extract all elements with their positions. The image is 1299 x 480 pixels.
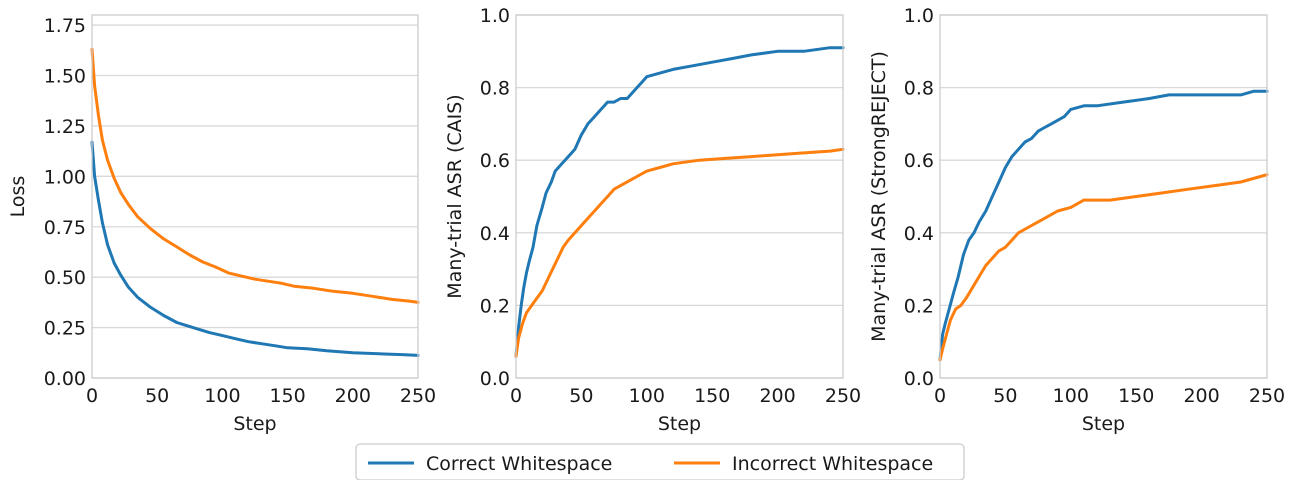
x-tick-label: 150 bbox=[269, 385, 305, 407]
series-line-incorrect bbox=[514, 147, 845, 358]
legend-label-correct: Correct Whitespace bbox=[426, 453, 612, 475]
legend-box bbox=[355, 443, 965, 480]
legend: Correct Whitespace Incorrect Whitespace bbox=[355, 443, 965, 480]
y-tick-label: 1.75 bbox=[44, 15, 86, 37]
x-tick-label: 0 bbox=[934, 385, 946, 407]
y-tick-label: 0.2 bbox=[480, 295, 510, 317]
series-line-incorrect bbox=[90, 47, 420, 304]
plot-frame bbox=[515, 14, 844, 379]
y-axis-label: Loss bbox=[7, 176, 29, 218]
series-line-correct bbox=[514, 46, 845, 358]
chart-panel-3: 0.0 0.2 0.4 0.6 0.8 1.0 0 50 100 150 200 250 Step Man… bbox=[868, 5, 1285, 435]
y-tick-label: 0.00 bbox=[44, 368, 86, 390]
x-axis-label: Step bbox=[1082, 413, 1125, 435]
y-tick-label: 0.8 bbox=[904, 78, 934, 100]
y-tick-label: 0.2 bbox=[904, 295, 934, 317]
y-tick-label: 1.25 bbox=[44, 116, 86, 138]
y-tick-label: 0.8 bbox=[480, 78, 510, 100]
y-tick-label: 0.25 bbox=[44, 318, 86, 340]
y-tick-label: 0.4 bbox=[480, 223, 510, 245]
series-line-incorrect bbox=[938, 173, 1269, 362]
y-tick-label: 1.00 bbox=[44, 166, 86, 188]
x-tick-label: 150 bbox=[694, 385, 730, 407]
plot-frame bbox=[939, 14, 1268, 379]
x-tick-label: 100 bbox=[629, 385, 665, 407]
y-tick-label: 0.6 bbox=[480, 150, 510, 172]
x-tick-label: 0 bbox=[86, 385, 98, 407]
y-axis-label: Many-trial ASR (CAIS) bbox=[444, 94, 466, 298]
x-tick-label: 250 bbox=[400, 385, 436, 407]
y-tick-label: 0.75 bbox=[44, 217, 86, 239]
x-tick-label: 0 bbox=[510, 385, 522, 407]
chart-panel-1: 0.00 0.25 0.50 0.75 1.00 1.25 1.50 1.75 0 50 100 15… bbox=[7, 14, 436, 435]
y-tick-label: 0.0 bbox=[480, 368, 510, 390]
y-tick-label: 0.0 bbox=[904, 368, 934, 390]
x-tick-label: 50 bbox=[145, 385, 169, 407]
y-tick-label: 1.50 bbox=[44, 66, 86, 88]
x-tick-label: 250 bbox=[1249, 385, 1285, 407]
x-tick-label: 200 bbox=[1183, 385, 1219, 407]
x-tick-label: 50 bbox=[993, 385, 1017, 407]
y-axis-label: Many-trial ASR (StrongREJECT) bbox=[868, 51, 890, 342]
y-tick-label: 1.0 bbox=[480, 5, 510, 27]
y-tick-label: 1.0 bbox=[904, 5, 934, 27]
x-axis-label: Step bbox=[233, 413, 276, 435]
plot-frame bbox=[91, 14, 419, 379]
x-axis-label: Step bbox=[658, 413, 701, 435]
x-tick-label: 50 bbox=[569, 385, 593, 407]
series-line-correct bbox=[90, 140, 420, 357]
x-tick-label: 200 bbox=[335, 385, 371, 407]
x-tick-label: 100 bbox=[1053, 385, 1089, 407]
y-tick-label: 0.50 bbox=[44, 267, 86, 289]
chart-panel-2: 0.0 0.2 0.4 0.6 0.8 1.0 0 50 100 150 200 250 Step Man… bbox=[444, 5, 861, 435]
y-tick-label: 0.4 bbox=[904, 223, 934, 245]
x-tick-label: 250 bbox=[825, 385, 861, 407]
chart-panels: 0.000.250.500.751.001.251.501.750 50 100 15… bbox=[7, 5, 1285, 435]
x-tick-label: 150 bbox=[1118, 385, 1154, 407]
series-line-correct bbox=[938, 89, 1269, 362]
x-tick-label: 100 bbox=[204, 385, 240, 407]
x-tick-label: 200 bbox=[759, 385, 795, 407]
y-tick-label: 0.6 bbox=[904, 150, 934, 172]
legend-label-incorrect: Incorrect Whitespace bbox=[732, 453, 933, 475]
